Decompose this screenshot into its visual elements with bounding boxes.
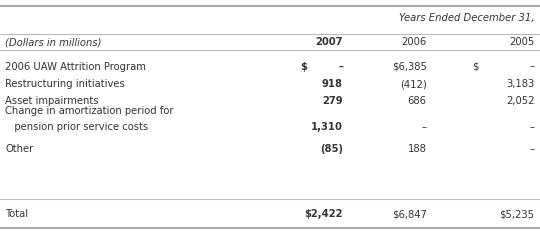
Text: $: $ — [472, 62, 479, 72]
Text: pension prior service costs: pension prior service costs — [5, 122, 148, 132]
Text: $5,235: $5,235 — [500, 209, 535, 219]
Text: Total: Total — [5, 209, 29, 219]
Text: $6,385: $6,385 — [392, 62, 427, 72]
Text: –: – — [422, 122, 427, 132]
Text: 2005: 2005 — [509, 38, 535, 47]
Text: Change in amortization period for: Change in amortization period for — [5, 106, 174, 116]
Text: 3,183: 3,183 — [507, 79, 535, 89]
Text: Other: Other — [5, 144, 33, 154]
Text: 1,310: 1,310 — [311, 122, 343, 132]
Text: –: – — [530, 62, 535, 72]
Text: $: $ — [300, 62, 307, 72]
Text: 918: 918 — [322, 79, 343, 89]
Text: 279: 279 — [322, 96, 343, 105]
Text: 2006 UAW Attrition Program: 2006 UAW Attrition Program — [5, 62, 146, 72]
Text: (85): (85) — [320, 144, 343, 154]
Text: $2,422: $2,422 — [305, 209, 343, 219]
Text: 2,052: 2,052 — [506, 96, 535, 105]
Text: 686: 686 — [408, 96, 427, 105]
Text: Restructuring initiatives: Restructuring initiatives — [5, 79, 125, 89]
Text: 188: 188 — [408, 144, 427, 154]
Text: (412): (412) — [400, 79, 427, 89]
Text: –: – — [530, 122, 535, 132]
Text: 2006: 2006 — [401, 38, 427, 47]
Text: Asset impairments: Asset impairments — [5, 96, 99, 105]
Text: –: – — [338, 62, 343, 72]
Text: Years Ended December 31,: Years Ended December 31, — [399, 13, 535, 23]
Text: $6,847: $6,847 — [392, 209, 427, 219]
Text: –: – — [530, 144, 535, 154]
Text: 2007: 2007 — [315, 38, 343, 47]
Text: (Dollars in millions): (Dollars in millions) — [5, 38, 102, 47]
